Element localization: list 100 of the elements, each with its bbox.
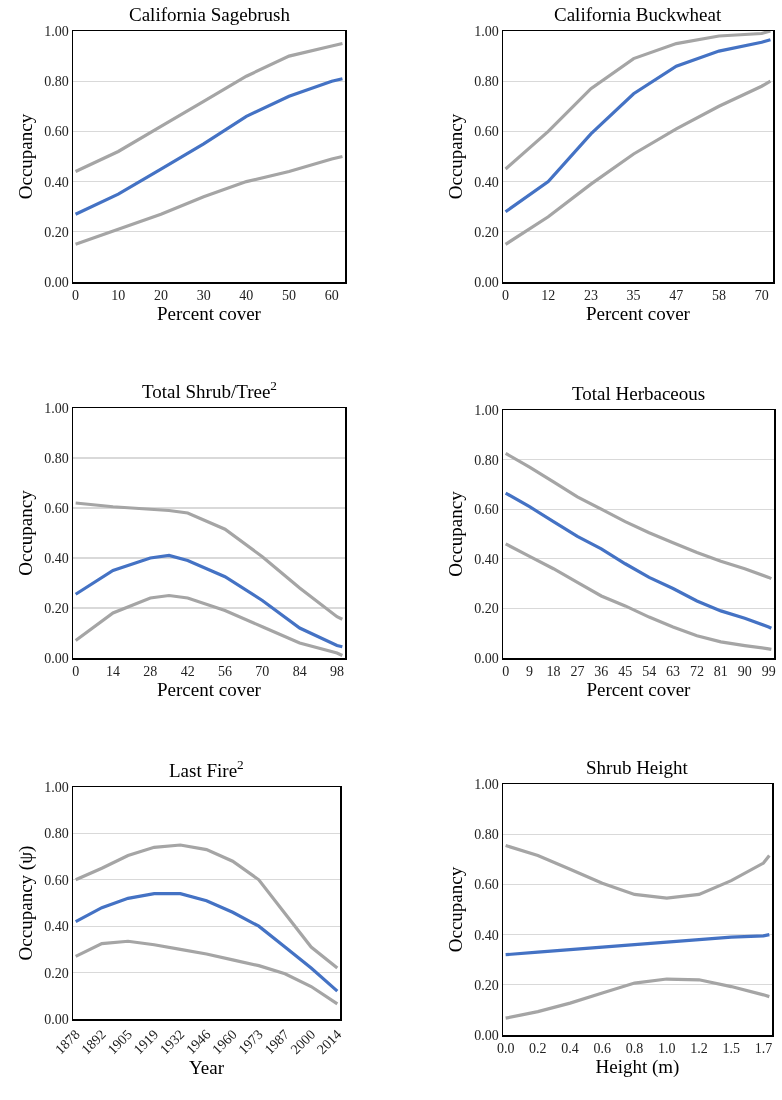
y-tick-label: 0.60	[474, 124, 499, 140]
x-tick-label: 99	[761, 664, 776, 680]
x-tick-label: 0.4	[561, 1041, 579, 1057]
y-axis-title: Occupancy	[15, 489, 37, 576]
x-tick-label: 56	[218, 664, 232, 680]
y-axis-title: Occupancy	[445, 490, 467, 577]
x-tick-label: 0	[72, 664, 80, 680]
y-tick-label: 0.20	[44, 600, 69, 616]
x-tick-label: 10	[111, 288, 126, 304]
y-tick-label: 0.60	[474, 877, 499, 893]
x-axis-title: Percent cover	[586, 679, 692, 701]
x-tick-label: 98	[330, 664, 344, 680]
x-axis-title: Percent cover	[586, 303, 691, 325]
x-tick-label: 30	[196, 288, 211, 304]
y-tick-label: 0.60	[44, 124, 69, 140]
y-tick-label: 0.20	[474, 977, 499, 993]
x-tick-label: 0.2	[529, 1041, 547, 1057]
y-tick-label: 0.60	[44, 872, 69, 888]
chart-title: Shrub Height	[586, 757, 689, 778]
line-series	[73, 154, 345, 246]
line-series	[503, 31, 773, 171]
y-tick-label: 1.00	[474, 776, 499, 792]
x-axis-title: Percent cover	[157, 303, 262, 325]
y-tick-label: 1.00	[44, 779, 69, 795]
x-tick-label: 72	[689, 664, 704, 680]
y-tick-label: 0.20	[44, 965, 69, 981]
x-axis-title: Percent cover	[157, 679, 262, 701]
y-tick-label: 0.80	[474, 827, 499, 843]
x-tick-label: 90	[737, 664, 752, 680]
y-axis-title: Occupancy	[445, 113, 467, 200]
x-tick-label: 36	[594, 664, 609, 680]
line-series	[504, 542, 773, 651]
line-series	[73, 41, 345, 174]
x-axis-title: Year	[188, 1057, 225, 1079]
x-tick-label: 84	[292, 664, 307, 680]
x-tick-label: 28	[143, 664, 158, 680]
line-series	[74, 501, 344, 621]
x-tick-label: 1.7	[754, 1041, 773, 1057]
y-tick-label: 0.00	[44, 1011, 69, 1027]
x-tick-label: 18	[546, 664, 561, 680]
y-tick-label: 0.20	[474, 601, 499, 617]
x-tick-label: 0.0	[496, 1041, 515, 1057]
line-series	[504, 451, 773, 581]
chart-title: California Sagebrush	[129, 4, 291, 25]
x-tick-label: 81	[713, 664, 728, 680]
y-tick-label: 0.00	[474, 1027, 499, 1043]
x-tick-label: 0.6	[593, 1041, 612, 1057]
line-series	[74, 593, 344, 658]
line-series	[504, 491, 773, 630]
y-tick-label: 0.80	[44, 74, 69, 90]
line-series	[73, 77, 345, 216]
x-tick-label: 1.0	[658, 1041, 676, 1057]
line-series	[504, 843, 771, 900]
x-tick-label: 14	[106, 664, 120, 680]
line-series	[74, 843, 339, 970]
y-axis-title: Occupancy	[445, 866, 467, 953]
y-axis-title: Occupancy (ψ)	[15, 845, 38, 961]
chart-title: California Buckwheat	[554, 4, 722, 25]
line-series	[74, 892, 339, 993]
y-tick-label: 0.40	[44, 550, 69, 566]
line-series	[504, 933, 771, 957]
x-tick-label: 58	[711, 288, 726, 304]
y-tick-label: 0.80	[44, 450, 69, 466]
x-tick-label: 42	[180, 664, 195, 680]
x-tick-label: 60	[324, 288, 339, 304]
y-tick-label: 0.20	[44, 224, 69, 240]
line-series	[504, 977, 771, 1020]
y-tick-label: 0.40	[474, 174, 499, 190]
x-tick-label: 63	[666, 664, 681, 680]
y-tick-label: 0.00	[44, 274, 69, 290]
y-tick-label: 1.00	[44, 23, 69, 39]
x-tick-label: 70	[754, 288, 769, 304]
y-tick-label: 0.80	[474, 452, 499, 468]
y-axis-title: Occupancy	[15, 113, 37, 200]
x-tick-label: 23	[583, 288, 598, 304]
x-tick-label: 45	[618, 664, 633, 680]
chart-title: Total Shrub/Tree$^{2}$	[142, 378, 277, 402]
y-tick-label: 0.60	[474, 502, 499, 518]
x-tick-label: 50	[282, 288, 297, 304]
x-axis-title: Height (m)	[595, 1056, 680, 1079]
x-tick-label: 12	[541, 288, 556, 304]
x-tick-label: 47	[669, 288, 684, 304]
x-tick-label: 54	[642, 664, 657, 680]
y-tick-label: 0.00	[474, 650, 499, 666]
y-tick-label: 0.80	[474, 74, 499, 90]
x-tick-label: 0.8	[625, 1041, 644, 1057]
y-tick-label: 0.80	[44, 826, 69, 842]
x-tick-label: 35	[626, 288, 641, 304]
x-tick-label: 0	[502, 664, 510, 680]
y-tick-label: 0.40	[474, 927, 499, 943]
y-tick-label: 0.20	[474, 224, 499, 240]
y-tick-label: 0.00	[474, 274, 499, 290]
x-tick-label: 40	[239, 288, 254, 304]
x-tick-label: 27	[570, 664, 585, 680]
line-series	[74, 553, 344, 649]
y-tick-label: 0.40	[44, 919, 69, 935]
line-series	[503, 79, 773, 246]
y-tick-label: 0.40	[474, 551, 499, 567]
x-tick-label: 0	[72, 288, 80, 304]
chart-title: Last Fire$^{2}$	[169, 757, 244, 781]
